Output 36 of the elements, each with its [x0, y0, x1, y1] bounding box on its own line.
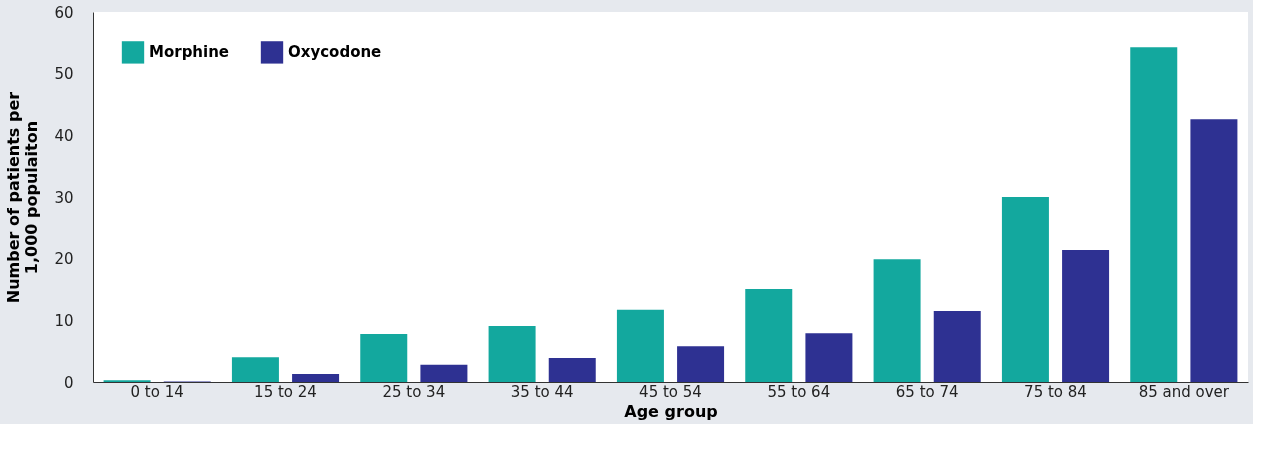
x-tick-label: 55 to 64 — [767, 382, 831, 401]
y-tick-label: 60 — [54, 3, 74, 22]
y-tick-label: 40 — [54, 126, 74, 145]
bar — [1062, 250, 1110, 382]
y-axis-title: Number of patients per 1,000 populaiton — [4, 91, 42, 304]
legend-label: Morphine — [149, 43, 230, 62]
bar — [488, 325, 536, 382]
bar — [805, 333, 853, 382]
y-tick-label: 50 — [54, 65, 74, 84]
y-tick-label: 0 — [63, 373, 74, 392]
bar — [420, 364, 468, 382]
bar — [873, 259, 921, 382]
x-tick-label: 35 to 44 — [510, 382, 574, 401]
y-tick-label: 30 — [54, 188, 74, 207]
bar — [292, 373, 340, 382]
x-tick-label: 65 to 74 — [895, 382, 959, 401]
bar — [745, 288, 793, 382]
x-tick-label: 15 to 24 — [254, 382, 317, 401]
bar — [933, 311, 981, 382]
bar — [616, 309, 664, 382]
bar — [677, 346, 725, 382]
x-tick-label: 85 and over — [1138, 382, 1230, 401]
legend-label: Oxycodone — [288, 43, 382, 62]
y-tick-label: 10 — [54, 311, 74, 330]
bar — [1001, 197, 1049, 382]
x-tick-label: 75 to 84 — [1024, 382, 1087, 401]
bar — [1130, 47, 1178, 382]
bar — [1190, 119, 1238, 382]
x-tick-label: 25 to 34 — [382, 382, 446, 401]
x-axis-title: Age group — [624, 401, 718, 421]
x-tick-label: 0 to 14 — [130, 382, 184, 401]
y-tick-label: 20 — [54, 250, 74, 269]
bar — [231, 357, 279, 382]
bar — [548, 357, 596, 382]
x-tick-label: 45 to 54 — [639, 382, 702, 401]
bar — [360, 333, 408, 382]
